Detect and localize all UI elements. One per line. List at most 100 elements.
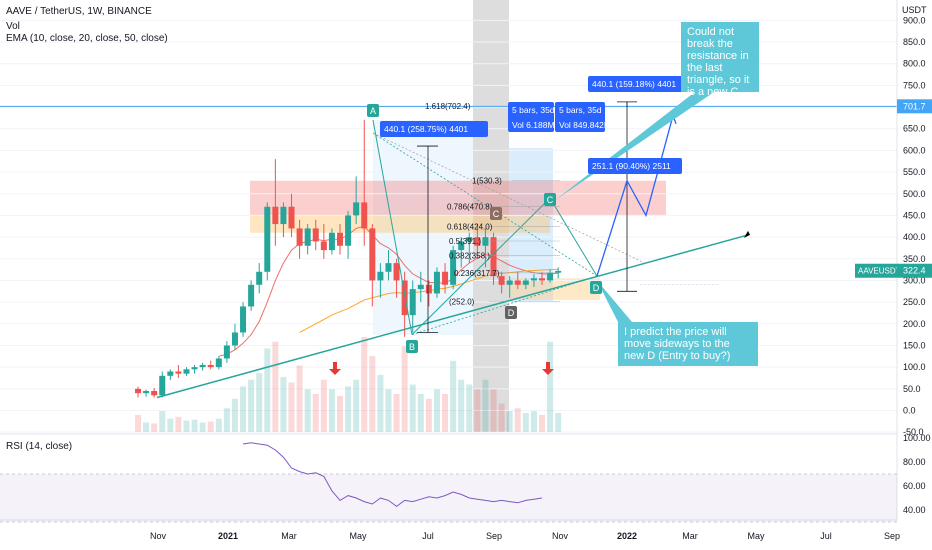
price-tick-label: 850.0 — [903, 37, 926, 47]
time-tick-label: Mar — [682, 531, 698, 541]
candle — [555, 270, 562, 273]
candle — [159, 375, 166, 396]
volume-bar — [377, 375, 384, 432]
candle — [199, 364, 206, 368]
measure-zone-left — [373, 120, 473, 335]
measure-right-label-line: 440.1 (159.18%) 4401 — [592, 79, 676, 89]
candle — [304, 228, 311, 246]
bars-right-label-line: 5 bars, 35d — [559, 105, 602, 115]
rsi-band — [0, 474, 897, 522]
volume-bar — [215, 418, 222, 432]
time-tick-label: Jul — [820, 531, 832, 541]
resistance-zone — [250, 180, 666, 216]
candle — [466, 237, 473, 242]
candle — [143, 390, 150, 394]
fib-label: 0.618(424.0) — [447, 223, 493, 232]
candle — [231, 332, 238, 346]
candle — [264, 206, 271, 272]
candle — [191, 367, 198, 370]
price-tick-label: 600.0 — [903, 145, 926, 155]
candle — [223, 345, 230, 359]
dotted-ad — [372, 132, 598, 277]
price-line-badge — [897, 99, 932, 114]
price-tick-label: 650.0 — [903, 124, 926, 134]
point-b-label: B — [409, 342, 415, 352]
volume-bar — [143, 422, 150, 432]
bars-left-label-line: Vol 6.188M — [512, 120, 555, 130]
fib-label: 0.236(317.7) — [454, 269, 500, 278]
last-price-text: 322.4 — [903, 266, 926, 276]
measure-zone-right — [509, 148, 553, 301]
candle — [183, 369, 190, 374]
candle — [207, 364, 214, 368]
price-tick-label: 300.0 — [903, 275, 926, 285]
candle — [151, 390, 158, 396]
bars-right-label-line: Vol 849.842K — [559, 120, 610, 130]
volume-bar — [442, 394, 449, 432]
candle — [433, 271, 440, 294]
currency-label: USDT — [902, 5, 927, 15]
last-symbol-text: AAVEUSDT — [858, 267, 901, 276]
red-arrow-oct-stem — [546, 362, 550, 369]
candle — [547, 272, 554, 281]
price-tick-label: 200.0 — [903, 319, 926, 329]
price-tick-label: -50.0 — [903, 427, 924, 437]
rsi-legend: RSI (14, close) — [6, 441, 73, 452]
candle — [530, 278, 537, 281]
volume-bar — [159, 411, 166, 432]
point-a-label-box — [367, 104, 379, 117]
time-tick-label: 2022 — [617, 531, 637, 541]
measure-ab-label-line: 440.1 (258.75%) 4401 — [384, 124, 468, 134]
candle — [256, 271, 263, 285]
candle — [417, 284, 424, 290]
volume-bar — [191, 419, 198, 432]
candle — [539, 278, 545, 281]
price-tick-label: 0.0 — [903, 406, 916, 416]
volume-bar — [296, 365, 303, 432]
volume-bar — [304, 389, 311, 432]
volume-bar — [183, 420, 190, 432]
leg-ab — [372, 119, 413, 335]
candle — [248, 284, 255, 307]
volume-bar — [256, 373, 263, 432]
point-d-label-box — [590, 281, 602, 294]
point-b-label-box — [406, 340, 418, 353]
price-tick-label: 250.0 — [903, 297, 926, 307]
fib-label: 1(530.3) — [472, 177, 502, 186]
volume-bar — [393, 394, 400, 432]
candle — [288, 206, 295, 229]
candle — [272, 206, 279, 225]
volume-bar — [361, 337, 368, 432]
volume-bar — [337, 395, 343, 432]
candle — [450, 250, 457, 285]
candle — [490, 237, 497, 277]
volume-bar — [288, 382, 295, 432]
volume-bar — [240, 386, 247, 432]
volume-bar — [369, 356, 376, 432]
callout-pointer-bottom — [597, 280, 632, 322]
candle — [369, 228, 376, 281]
measure-dc-label-box — [588, 158, 682, 174]
time-tick-label: Sep — [884, 531, 900, 541]
volume-bar — [345, 386, 352, 432]
point-d-gray-label: D — [508, 308, 515, 318]
trendline-arrow — [744, 230, 750, 238]
volume-bar — [466, 384, 473, 432]
bars-right-label-box — [555, 102, 605, 132]
volume-bar — [280, 376, 287, 432]
red-arrow-may-stem — [333, 362, 337, 369]
volume-bar — [231, 398, 238, 432]
point-c-gray-label: C — [493, 209, 500, 219]
candle — [425, 284, 432, 294]
price-tick-label: 800.0 — [903, 59, 926, 69]
volume-bar — [506, 411, 513, 432]
volume-bar — [522, 413, 529, 432]
price-tick-label: 100.0 — [903, 362, 926, 372]
volume-bar — [547, 341, 554, 432]
time-tick-label: Mar — [281, 531, 297, 541]
volume-bar — [482, 379, 489, 432]
bars-left-label-line: 5 bars, 35d — [512, 105, 555, 115]
price-tick-label: 550.0 — [903, 167, 926, 177]
